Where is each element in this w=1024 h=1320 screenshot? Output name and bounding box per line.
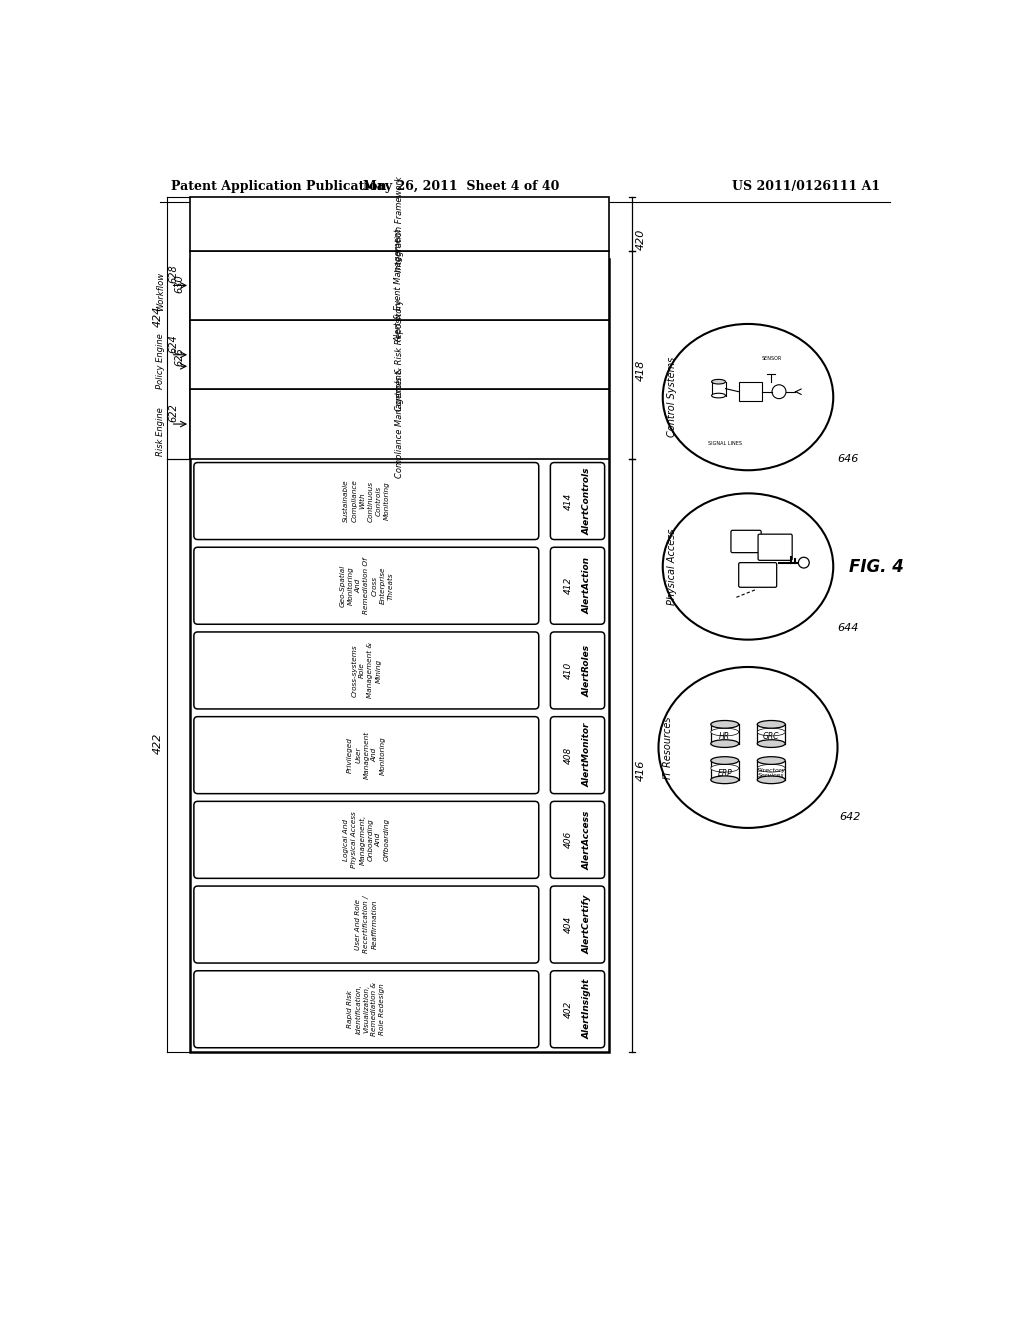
Text: Rapid Risk
Identification,
Visualization,
Remediation &
Role Redesign: Rapid Risk Identification, Visualization… <box>347 982 385 1036</box>
Ellipse shape <box>711 756 738 764</box>
Ellipse shape <box>712 393 726 397</box>
Text: AlertControls: AlertControls <box>583 467 591 535</box>
Text: 628: 628 <box>168 264 178 284</box>
Text: 410: 410 <box>563 661 572 678</box>
Text: AlertAction: AlertAction <box>583 557 591 614</box>
Bar <box>738 381 762 401</box>
Ellipse shape <box>711 721 738 729</box>
Circle shape <box>799 557 809 568</box>
Text: User And Role
Recertification /
Reaffirmation: User And Role Recertification / Reaffirm… <box>355 896 378 953</box>
Ellipse shape <box>711 764 738 772</box>
Ellipse shape <box>758 721 785 729</box>
Ellipse shape <box>758 729 785 737</box>
FancyBboxPatch shape <box>731 531 761 553</box>
FancyBboxPatch shape <box>758 535 793 561</box>
Circle shape <box>772 385 786 399</box>
Text: 416: 416 <box>636 760 646 781</box>
Ellipse shape <box>711 729 738 737</box>
Polygon shape <box>190 259 608 1052</box>
Text: Logical And
Physical Access
Management,
Onboarding
And
Offboarding: Logical And Physical Access Management, … <box>343 812 389 869</box>
FancyBboxPatch shape <box>738 562 776 587</box>
FancyBboxPatch shape <box>194 970 539 1048</box>
Text: 404: 404 <box>563 916 572 933</box>
Text: 622: 622 <box>168 403 178 422</box>
Text: 644: 644 <box>838 623 858 634</box>
Text: FIG. 4: FIG. 4 <box>849 557 903 576</box>
Text: Patent Application Publication: Patent Application Publication <box>171 181 386 194</box>
Text: 646: 646 <box>838 454 858 463</box>
FancyBboxPatch shape <box>550 970 604 1048</box>
Text: 642: 642 <box>840 812 861 822</box>
Polygon shape <box>190 197 608 251</box>
Polygon shape <box>190 251 608 321</box>
Text: SIGNAL LINES: SIGNAL LINES <box>708 441 741 446</box>
Text: 412: 412 <box>563 577 572 594</box>
Ellipse shape <box>758 776 785 784</box>
Text: Compliance Management: Compliance Management <box>394 371 403 478</box>
Text: 402: 402 <box>563 1001 572 1018</box>
FancyBboxPatch shape <box>194 548 539 624</box>
Text: GRC: GRC <box>763 733 779 742</box>
FancyBboxPatch shape <box>194 886 539 964</box>
FancyBboxPatch shape <box>194 632 539 709</box>
FancyBboxPatch shape <box>550 632 604 709</box>
Text: Risk Engine: Risk Engine <box>156 408 165 457</box>
Text: 414: 414 <box>563 492 572 510</box>
FancyBboxPatch shape <box>550 717 604 793</box>
Text: Alert & Event Management: Alert & Event Management <box>394 228 403 342</box>
Text: Geo-Spatial
Monitoring
And
Remediation Of
Cross
Enterprise
Threats: Geo-Spatial Monitoring And Remediation O… <box>339 557 393 614</box>
FancyBboxPatch shape <box>550 886 604 964</box>
Text: IT Resources: IT Resources <box>663 717 673 779</box>
Text: Privileged
User
Management
And
Monitoring: Privileged User Management And Monitorin… <box>347 731 385 779</box>
Text: AlertInsight: AlertInsight <box>583 979 591 1039</box>
Ellipse shape <box>711 776 738 784</box>
FancyBboxPatch shape <box>550 462 604 540</box>
Text: 408: 408 <box>563 747 572 764</box>
Text: AlertRoles: AlertRoles <box>583 644 591 697</box>
Text: 626: 626 <box>174 347 184 367</box>
Text: SENSOR: SENSOR <box>761 356 781 362</box>
Ellipse shape <box>758 764 785 772</box>
FancyBboxPatch shape <box>550 548 604 624</box>
Text: 418: 418 <box>636 359 646 381</box>
Text: Policy Engine: Policy Engine <box>156 333 165 389</box>
Text: AlertAccess: AlertAccess <box>583 810 591 870</box>
Ellipse shape <box>663 494 834 640</box>
Text: AlertCertify: AlertCertify <box>583 895 591 954</box>
Ellipse shape <box>758 756 785 764</box>
FancyBboxPatch shape <box>194 801 539 878</box>
Ellipse shape <box>711 739 738 747</box>
Text: 406: 406 <box>563 832 572 849</box>
Text: Directory
Services: Directory Services <box>757 768 785 779</box>
FancyBboxPatch shape <box>550 801 604 878</box>
FancyBboxPatch shape <box>194 462 539 540</box>
Text: Workflow: Workflow <box>156 272 165 312</box>
Ellipse shape <box>712 379 726 384</box>
Text: HR: HR <box>719 733 730 742</box>
Text: 424: 424 <box>153 305 163 327</box>
Polygon shape <box>190 321 608 389</box>
Ellipse shape <box>658 667 838 828</box>
Text: US 2011/0126111 A1: US 2011/0126111 A1 <box>732 181 881 194</box>
Ellipse shape <box>663 323 834 470</box>
Text: 422: 422 <box>153 733 163 754</box>
Text: Controls & Risk Repository: Controls & Risk Repository <box>394 298 403 411</box>
Text: Sustainable
Compliance
With
Continuous
Controls
Monitoring: Sustainable Compliance With Continuous C… <box>343 479 389 523</box>
FancyBboxPatch shape <box>194 717 539 793</box>
Text: Physical Access: Physical Access <box>667 528 677 605</box>
Text: ERP: ERP <box>718 768 732 777</box>
Polygon shape <box>190 389 608 459</box>
Text: 420: 420 <box>636 228 646 249</box>
Text: Cross-systems
Role
Management &
Mining: Cross-systems Role Management & Mining <box>351 643 382 698</box>
Text: 630: 630 <box>174 273 184 293</box>
Ellipse shape <box>758 739 785 747</box>
Text: AlertMonitor: AlertMonitor <box>583 723 591 788</box>
Text: Control Systems: Control Systems <box>667 356 677 437</box>
Text: 624: 624 <box>168 334 178 352</box>
Text: May 26, 2011  Sheet 4 of 40: May 26, 2011 Sheet 4 of 40 <box>364 181 559 194</box>
Text: Integration Framework: Integration Framework <box>394 176 403 272</box>
